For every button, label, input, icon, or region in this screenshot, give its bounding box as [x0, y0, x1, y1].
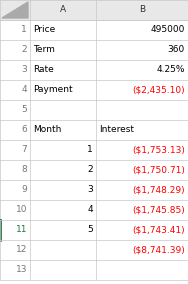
Text: 5: 5	[21, 105, 27, 114]
Bar	[0, 160, 188, 180]
Polygon shape	[2, 2, 28, 18]
Text: 8: 8	[21, 166, 27, 174]
Text: ($8,741.39): ($8,741.39)	[132, 245, 185, 254]
Bar	[0, 0, 188, 20]
Bar	[0, 60, 188, 80]
Bar	[0, 40, 188, 60]
Text: Term: Term	[33, 45, 55, 55]
Text: 7: 7	[21, 145, 27, 154]
Bar	[0, 140, 188, 160]
Bar	[0, 80, 188, 100]
Text: 3: 3	[87, 185, 93, 195]
Text: Interest: Interest	[99, 126, 134, 135]
Text: 11: 11	[15, 225, 27, 235]
Text: ($1,743.41): ($1,743.41)	[132, 225, 185, 235]
Text: 1: 1	[21, 26, 27, 34]
Text: 2: 2	[21, 45, 27, 55]
Text: Payment: Payment	[33, 85, 73, 95]
Text: Price: Price	[33, 26, 55, 34]
Text: 4.25%: 4.25%	[156, 66, 185, 74]
Text: ($1,748.29): ($1,748.29)	[132, 185, 185, 195]
Bar	[0, 260, 188, 280]
Text: ($2,435.10): ($2,435.10)	[132, 85, 185, 95]
Text: 13: 13	[15, 266, 27, 275]
Text: B: B	[139, 5, 145, 14]
Bar	[0, 100, 188, 120]
Text: Month: Month	[33, 126, 61, 135]
Bar	[0, 240, 188, 260]
Bar	[0, 220, 188, 240]
Text: 4: 4	[87, 206, 93, 214]
Bar	[0, 20, 188, 40]
Text: 4: 4	[21, 85, 27, 95]
Text: Rate: Rate	[33, 66, 54, 74]
Text: 5: 5	[87, 225, 93, 235]
Text: 12: 12	[16, 245, 27, 254]
Bar	[0, 200, 188, 220]
Text: 10: 10	[15, 206, 27, 214]
Text: 6: 6	[21, 126, 27, 135]
Text: ($1,745.85): ($1,745.85)	[132, 206, 185, 214]
Bar	[0, 120, 188, 140]
Text: ($1,753.13): ($1,753.13)	[132, 145, 185, 154]
Text: A: A	[60, 5, 66, 14]
Text: 9: 9	[21, 185, 27, 195]
Text: 2: 2	[87, 166, 93, 174]
Text: 495000: 495000	[151, 26, 185, 34]
Text: 360: 360	[168, 45, 185, 55]
Text: 3: 3	[21, 66, 27, 74]
Text: 1: 1	[87, 145, 93, 154]
Bar	[0, 180, 188, 200]
Text: ($1,750.71): ($1,750.71)	[132, 166, 185, 174]
